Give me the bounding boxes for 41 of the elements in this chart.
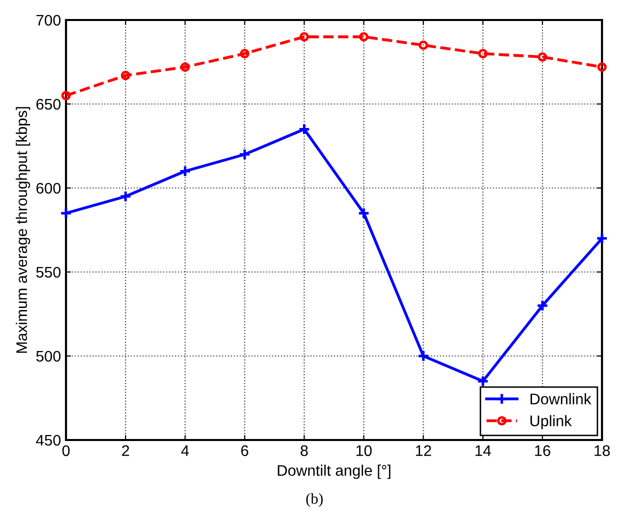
point	[417, 350, 430, 362]
point	[120, 70, 130, 80]
x-tick-label: 0	[62, 445, 70, 456]
point	[240, 48, 250, 58]
x-tick-label: 14	[476, 445, 491, 456]
x-tick-label: 8	[300, 445, 308, 456]
point	[359, 32, 368, 42]
point	[476, 375, 489, 388]
point	[238, 148, 251, 161]
y-tick-label: 650	[36, 98, 61, 110]
y-tick-label: 550	[36, 266, 61, 278]
x-tick-label: 2	[122, 445, 130, 456]
legend-label: Uplink	[530, 415, 572, 430]
point	[60, 207, 72, 220]
point	[596, 232, 608, 245]
point	[536, 299, 549, 312]
point	[418, 40, 428, 50]
y-tick-label: 700	[36, 14, 61, 26]
point	[179, 165, 192, 178]
point	[478, 48, 488, 58]
y-axis-title: Maximum average throughput [kbps]	[16, 107, 30, 353]
y-tick-label: 600	[36, 182, 61, 194]
point	[597, 62, 607, 72]
legend-label: Downlink	[530, 393, 592, 404]
point	[180, 62, 190, 72]
x-tick-label: 12	[416, 445, 432, 456]
x-tick-label: 10	[356, 445, 372, 456]
x-tick-label: 18	[594, 445, 610, 456]
x-tick-label: 4	[181, 445, 189, 456]
y-tick-label: 500	[36, 350, 61, 362]
point	[119, 190, 132, 203]
point	[300, 32, 309, 42]
point	[538, 52, 548, 62]
y-tick-label: 450	[36, 434, 61, 446]
x-tick-label: 6	[241, 445, 248, 456]
point	[298, 123, 310, 136]
point	[358, 207, 370, 220]
point	[61, 90, 71, 100]
x-axis-title: Downtilt angle [°]	[278, 464, 390, 479]
text: (b)	[306, 493, 323, 507]
x-tick-label: 16	[535, 445, 550, 456]
